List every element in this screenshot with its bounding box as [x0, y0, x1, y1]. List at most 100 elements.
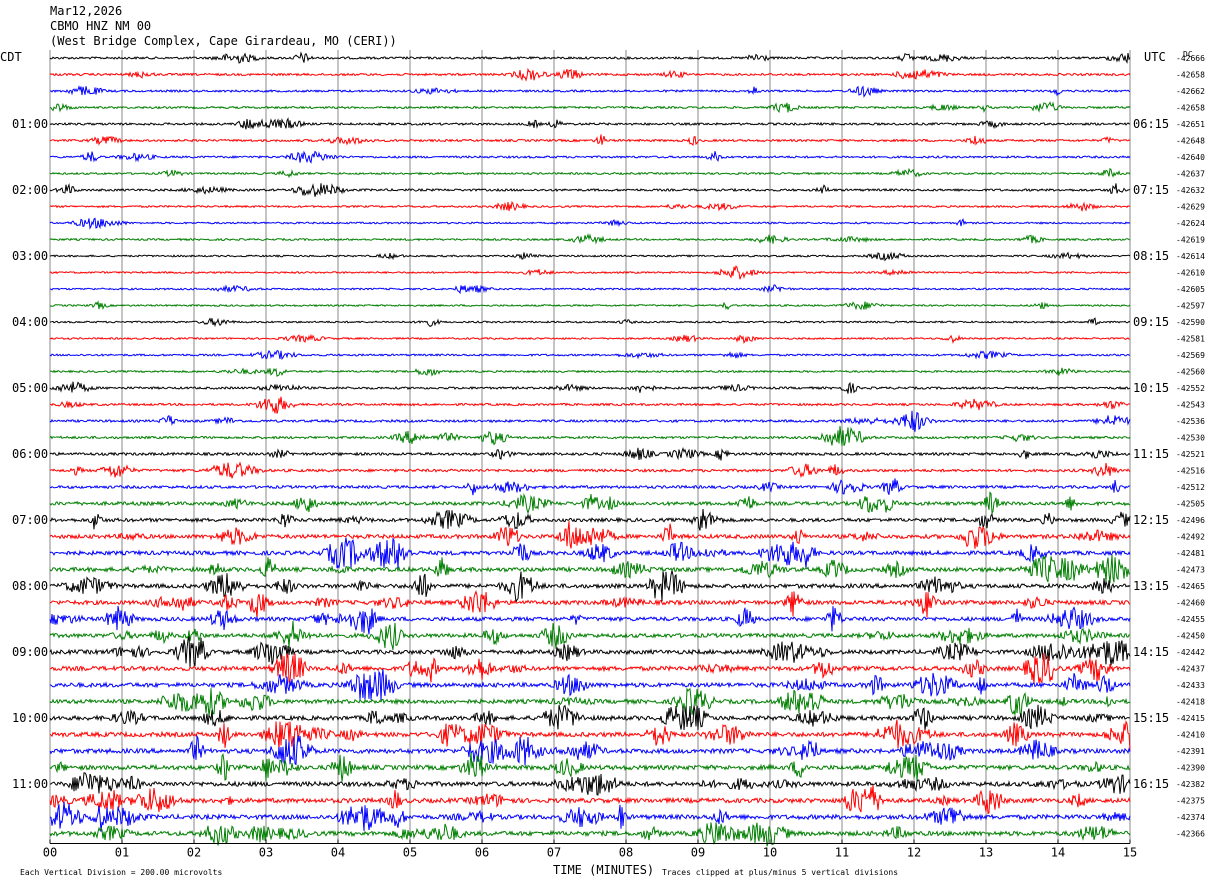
right-time-label: 16:15 — [1133, 777, 1169, 791]
trace-line — [49, 620, 1131, 651]
dc-label: DC — [1183, 50, 1193, 59]
trace-line — [49, 537, 1131, 569]
left-time-label: 04:00 — [12, 315, 48, 329]
dc-offset-label: -42481 — [1176, 549, 1205, 558]
x-tick-label: 09 — [691, 846, 705, 860]
trace-line — [49, 752, 1131, 782]
trace-line — [49, 299, 1131, 311]
dc-offset-label: -42437 — [1176, 665, 1205, 674]
dc-offset-label: -42658 — [1176, 71, 1205, 80]
dc-offset-label: -42666 — [1176, 54, 1205, 63]
trace-line — [49, 284, 1131, 295]
left-time-label: 05:00 — [12, 381, 48, 395]
dc-offset-label: -42536 — [1176, 417, 1205, 426]
right-time-label: 09:15 — [1133, 315, 1169, 329]
dc-offset-label: -42415 — [1176, 714, 1205, 723]
header-station: CBMO HNZ NM 00 — [50, 19, 151, 33]
trace-line — [49, 217, 1131, 230]
right-time-label: 10:15 — [1133, 381, 1169, 395]
trace-line — [49, 396, 1131, 414]
right-time-label: 12:15 — [1133, 513, 1169, 527]
right-time-label: 08:15 — [1133, 249, 1169, 263]
left-time-label: 02:00 — [12, 183, 48, 197]
x-tick-label: 06 — [475, 846, 489, 860]
dc-offset-label: -42610 — [1176, 269, 1205, 278]
x-tick-label: 03 — [259, 846, 273, 860]
trace-line — [49, 652, 1131, 684]
trace-line — [49, 784, 1131, 815]
trace-line — [49, 521, 1131, 549]
x-tick-label: 00 — [43, 846, 57, 860]
trace-line — [49, 233, 1131, 245]
trace-line — [49, 461, 1131, 479]
left-time-label: 06:00 — [12, 447, 48, 461]
time-axis: 00 01 02 03 04 05 06 07 08 09 10 11 12 13 14 15 — [43, 839, 1137, 860]
header-location: (West Bridge Complex, Cape Girardeau, MO… — [50, 34, 397, 48]
header-date: Mar12,2026 — [50, 4, 122, 18]
dc-offset-label: -42473 — [1176, 566, 1205, 575]
dc-offset-label: -42505 — [1176, 500, 1205, 509]
dc-offset-label: -42560 — [1176, 368, 1205, 377]
dc-offset-label: -42590 — [1176, 318, 1205, 327]
right-axis-label: UTC — [1144, 50, 1166, 64]
dc-offset-label: -42543 — [1176, 401, 1205, 410]
x-tick-label: 11 — [835, 846, 849, 860]
trace-line — [49, 150, 1131, 164]
dc-offset-label: -42662 — [1176, 87, 1205, 96]
left-time-label: 07:00 — [12, 513, 48, 527]
dc-offset-label: -42460 — [1176, 599, 1205, 608]
right-time-label: 13:15 — [1133, 579, 1169, 593]
trace-line — [49, 590, 1131, 619]
left-time-label: 08:00 — [12, 579, 48, 593]
trace-line — [49, 349, 1131, 361]
dc-offset-label: -42614 — [1176, 252, 1205, 261]
x-tick-label: 05 — [403, 846, 417, 860]
dc-offset-label: -42581 — [1176, 335, 1205, 344]
left-time-label: 01:00 — [12, 117, 48, 131]
trace-line — [49, 801, 1131, 832]
dc-offset-label: -42496 — [1176, 516, 1205, 525]
trace-line — [50, 772, 1131, 796]
dc-offset-label: -42391 — [1176, 747, 1205, 756]
dc-offset-label: -42521 — [1176, 450, 1205, 459]
dc-offset-label: -42366 — [1176, 830, 1205, 839]
dc-offset-label: -42382 — [1176, 780, 1205, 789]
trace-line — [49, 687, 1131, 717]
trace-line — [49, 570, 1131, 604]
trace-line — [49, 101, 1131, 114]
x-tick-label: 13 — [979, 846, 993, 860]
left-time-label: 10:00 — [12, 711, 48, 725]
left-time-label: 03:00 — [12, 249, 48, 263]
dc-offset-label: -42640 — [1176, 153, 1205, 162]
right-time-label: 15:15 — [1133, 711, 1169, 725]
dc-offset-label: -42375 — [1176, 797, 1205, 806]
dc-offset-label: -42597 — [1176, 302, 1205, 311]
x-tick-label: 01 — [115, 846, 129, 860]
dc-offset-label: -42629 — [1176, 203, 1205, 212]
trace-line — [49, 333, 1131, 345]
dc-offset-label: -42651 — [1176, 120, 1205, 129]
trace-line — [49, 200, 1131, 212]
dc-offset-label: -42390 — [1176, 764, 1205, 773]
dc-offset-label: -42450 — [1176, 632, 1205, 641]
dc-offset-label: -42648 — [1176, 137, 1205, 146]
trace-line — [49, 51, 1131, 64]
footer-scale: Each Vertical Division = 200.00 microvol… — [20, 868, 222, 877]
dc-offset-label: -42516 — [1176, 467, 1205, 476]
minute-gridlines — [49, 50, 1131, 842]
x-tick-label: 10 — [763, 846, 777, 860]
trace-line — [49, 491, 1131, 515]
dc-offset-label: -42552 — [1176, 384, 1205, 393]
dc-offset-label: -42624 — [1176, 219, 1205, 228]
trace-line — [49, 425, 1131, 447]
dc-offset-label: -42433 — [1176, 681, 1205, 690]
right-time-label: 11:15 — [1133, 447, 1169, 461]
dc-offset-label: -42374 — [1176, 813, 1205, 822]
dc-offset-label: -42442 — [1176, 648, 1205, 657]
trace-line — [49, 508, 1131, 531]
trace-line — [49, 719, 1131, 751]
right-time-label: 14:15 — [1133, 645, 1169, 659]
trace-line — [49, 446, 1131, 461]
trace-line — [49, 704, 1130, 731]
